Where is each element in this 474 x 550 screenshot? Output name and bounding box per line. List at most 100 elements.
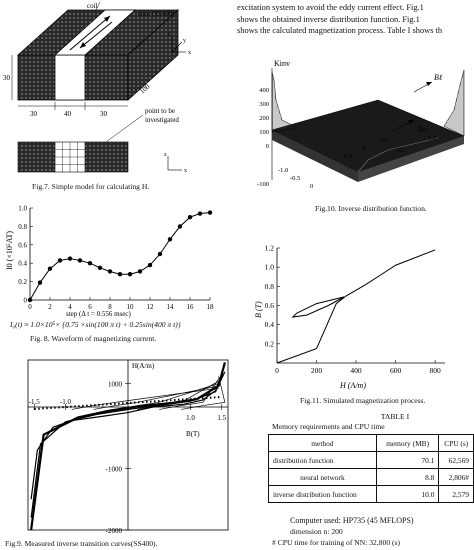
fig11-ytick-label: 0.8 [265, 282, 275, 291]
fig8-ytick-label: 0.6 [18, 241, 27, 249]
fig9-series-line [71, 387, 219, 410]
fig9-xtick-label: -1.0 [60, 398, 72, 406]
fig9-series-line [30, 371, 226, 518]
fig9-ytick-label: 1000 [108, 381, 123, 389]
svg-text:300: 300 [259, 101, 269, 108]
memory-table: method memory (MB) CPU (s) distribution … [268, 434, 474, 503]
table-cell: 10.0 [375, 485, 440, 503]
fig8-point [147, 262, 153, 268]
fig10-bu-label: Bu [418, 125, 427, 134]
svg-text:1.0: 1.0 [428, 135, 436, 142]
fig11-caption: Fig.11. Simulated magnetization process. [300, 396, 426, 405]
fig9-series-line [93, 385, 219, 410]
fig7-axis-z: z [168, 32, 171, 38]
table-header-method: method [268, 434, 377, 452]
fig8-xtick-label: 4 [68, 303, 72, 311]
fig9-xtick-label: 1.5 [217, 414, 226, 422]
fig8-point [27, 297, 33, 303]
fig9-caption: Fig.9. Measured inverse transition curve… [5, 539, 158, 548]
fig8-ytick-label: 0 [24, 297, 28, 305]
fig8-xtick-label: 2 [48, 303, 52, 311]
table-cell: 2,579 [438, 485, 474, 503]
fig11-series-line [291, 296, 345, 318]
fig8-series-line [29, 212, 211, 301]
fig8-point [207, 210, 213, 215]
table1-title: TABLE I [380, 412, 410, 421]
fig11-ytick-label: 0.2 [265, 339, 275, 348]
fig10-caption: Fig.10. Inverse distribution function. [315, 204, 427, 213]
fig11-xtick-label: 600 [390, 366, 402, 375]
fig7-dim-30-right: 30 [100, 110, 108, 118]
fig9-xtick-label: 1.0 [186, 414, 195, 422]
fig11-ytick-label: 1.2 [265, 244, 275, 253]
fig8-ylabel: I0 (×10⁵AT) [5, 231, 14, 270]
fig8-xlabel: step (Δ t = 0.556 msec) [66, 310, 131, 318]
svg-text:-0.5: -0.5 [290, 175, 300, 182]
table-header-memory: memory (MB) [375, 434, 440, 452]
table-cell: distribution function [268, 451, 377, 469]
table1-subtitle: Memory requirements and CPU time [272, 422, 385, 431]
table1-note-2: dimension n: 200 [290, 527, 343, 536]
fig8-caption: Fig. 8. Waveform of magnetizing current. [30, 334, 157, 343]
fig8-point [87, 261, 93, 266]
fig8-point [97, 265, 103, 270]
fig9-series-line [181, 376, 226, 410]
fig8-point [37, 280, 43, 285]
fig8-ytick-label: 0.4 [18, 260, 27, 268]
fig8-ytick-label: 0.2 [18, 278, 27, 286]
fig7-caption: Fig.7. Simple model for calculating H. [32, 182, 150, 191]
fig8-point [127, 272, 133, 277]
svg-text:-100: -100 [257, 181, 269, 188]
fig8-ytick-label: 0.8 [18, 223, 27, 231]
body-line-2: shows the obtained inverse distribution … [237, 14, 420, 24]
fig8-point [197, 211, 203, 216]
fig10-bl-label: Bℓ [434, 73, 443, 82]
svg-text:-1.0: -1.0 [278, 167, 288, 174]
body-line-1: excitation system to avoid the eddy curr… [237, 3, 424, 12]
svg-text:0: 0 [310, 183, 313, 190]
fig11-series-line [276, 249, 436, 364]
fig7-dim-30-left: 30 [30, 110, 38, 118]
fig7-dim-40: 40 [64, 110, 72, 118]
fig8-point [167, 237, 173, 242]
table-row: inverse distribution function 10.0 2,579 [268, 485, 474, 503]
fig8-xtick-label: 6 [88, 303, 92, 311]
fig8-ytick-label: 1.0 [18, 205, 27, 213]
fig9-series-line [159, 378, 219, 410]
fig7-axis-z2: z [164, 152, 167, 158]
fig9-chart: -1.5 -1.0 1.0 1.5 -2000 -1000 1000 H(A/m) B(T) [27, 359, 229, 535]
fig7-axis-x: x [188, 50, 191, 56]
fig11-xtick-label: 200 [311, 366, 323, 375]
body-line-3: shows the calculated magnetization proce… [237, 26, 443, 35]
fig8-point [117, 272, 123, 277]
fig7-axis-x2: x [184, 168, 187, 174]
fig8-xtick-label: 8 [108, 303, 112, 311]
fig9-series-line [30, 364, 226, 500]
fig9-ytick-label: -1000 [106, 466, 123, 474]
body-text: excitation system to avoid the eddy curr… [237, 2, 474, 37]
fig7-axis-y: y [183, 38, 186, 44]
table-row: neural network 8.8 2,806# [268, 468, 474, 486]
fig8-point [47, 266, 53, 271]
fig11-xtick-label: 400 [350, 366, 362, 375]
table-header-row: method memory (MB) CPU (s) [268, 434, 474, 452]
fig7-core-label: core (SS400) [138, 10, 175, 18]
fig9-dotted-curve [34, 396, 222, 410]
svg-text:100: 100 [259, 129, 269, 136]
fig7-point-label-1: point to be [145, 107, 175, 115]
fig8-xtick-label: 14 [167, 303, 175, 311]
fig9-xtick-label: -1.5 [29, 398, 41, 406]
fig11-xtick-label: 0 [275, 366, 279, 375]
table-cell: 62,569 [438, 451, 474, 469]
fig9-series-line [115, 383, 219, 410]
svg-text:0.5: 0.5 [380, 137, 388, 144]
svg-text:0: 0 [362, 145, 365, 152]
table1-note-1: Computer used: HP735 (45 MFLOPS) [290, 516, 414, 525]
table-cell: neural network [268, 468, 377, 486]
fig7-dim-30-side: 30 [3, 74, 11, 82]
fig9-ylabel: H(A/m) [132, 362, 155, 370]
fig11-ytick-label: 1.0 [265, 263, 275, 272]
fig8-xtick-label: 18 [207, 303, 215, 311]
fig9-ytick-label: -2000 [106, 527, 123, 535]
